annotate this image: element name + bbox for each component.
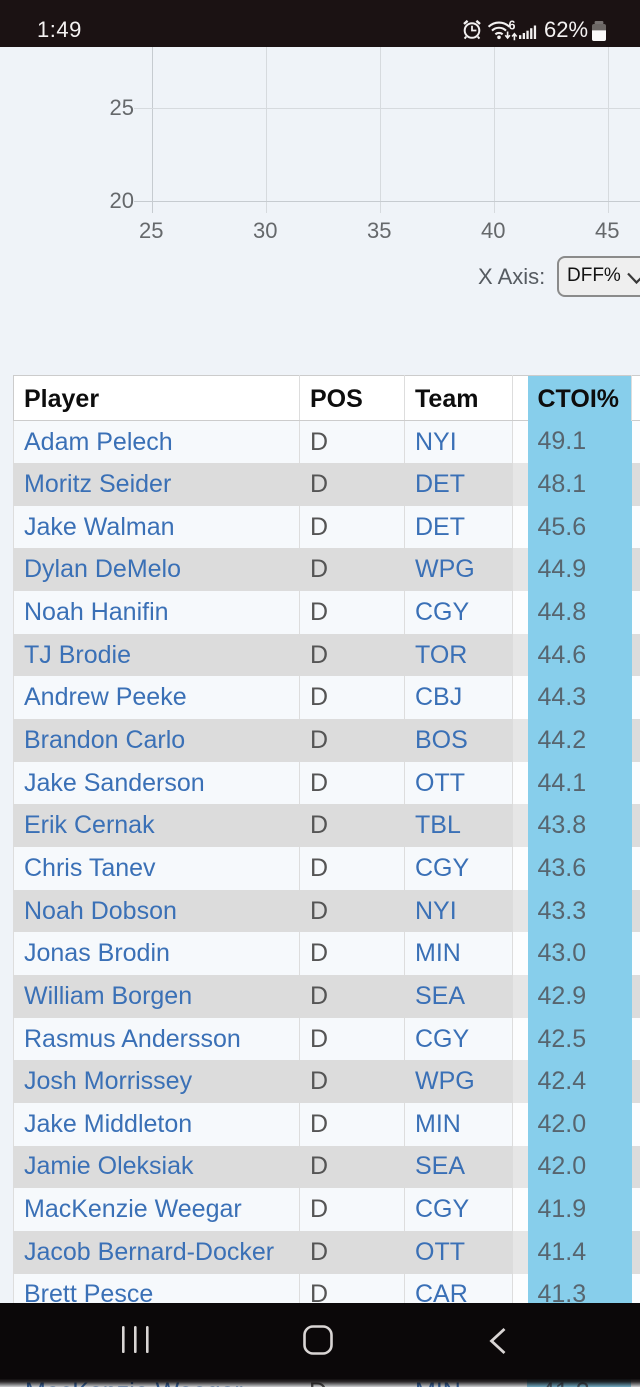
svg-text:6: 6 <box>509 19 516 33</box>
